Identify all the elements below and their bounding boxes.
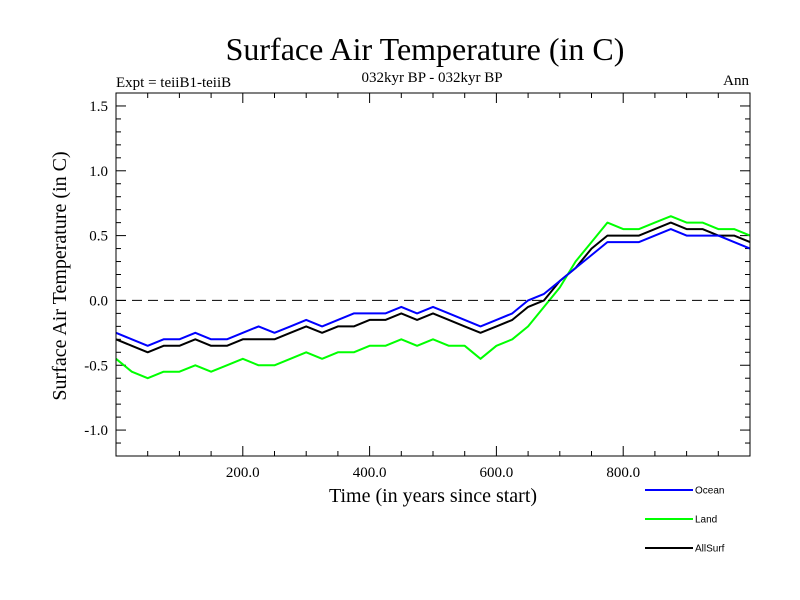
chart-title: Surface Air Temperature (in C) — [226, 31, 625, 67]
y-tick-label: 1.0 — [89, 164, 108, 180]
series-layer — [115, 215, 751, 380]
y-tick-label: 0.5 — [89, 229, 108, 245]
y-axis-label: Surface Air Temperature (in C) — [49, 151, 71, 400]
x-tick-label: 200.0 — [226, 465, 260, 481]
y-tick-label: 1.5 — [89, 99, 108, 115]
legend: Ocean Land AllSurf — [645, 486, 725, 555]
x-tick-labels: 200.0 400.0 600.0 800.0 — [226, 465, 640, 481]
y-tick-labels: -1.0 -0.5 0.0 0.5 1.0 1.5 — [84, 99, 108, 439]
y-tick-label: 0.0 — [89, 293, 108, 309]
series-line-land — [115, 215, 751, 380]
series-line-ocean — [115, 228, 751, 347]
axis-ticks — [116, 93, 750, 456]
x-tick-label: 600.0 — [480, 465, 514, 481]
x-tick-label: 400.0 — [353, 465, 387, 481]
experiment-label: Expt = teiiB1-teiiB — [116, 75, 231, 91]
period-label: Ann — [723, 73, 749, 89]
x-axis-label: Time (in years since start) — [329, 485, 537, 507]
plot-frame — [115, 92, 751, 457]
series-line-allsurf — [115, 221, 751, 354]
y-tick-label: -0.5 — [84, 358, 108, 374]
chart-subtitle: 032kyr BP - 032kyr BP — [361, 70, 502, 86]
legend-label-ocean: Ocean — [695, 486, 724, 497]
y-tick-label: -1.0 — [84, 423, 108, 439]
x-tick-label: 800.0 — [606, 465, 640, 481]
legend-label-allsurf: AllSurf — [695, 544, 725, 555]
legend-label-land: Land — [695, 515, 717, 526]
